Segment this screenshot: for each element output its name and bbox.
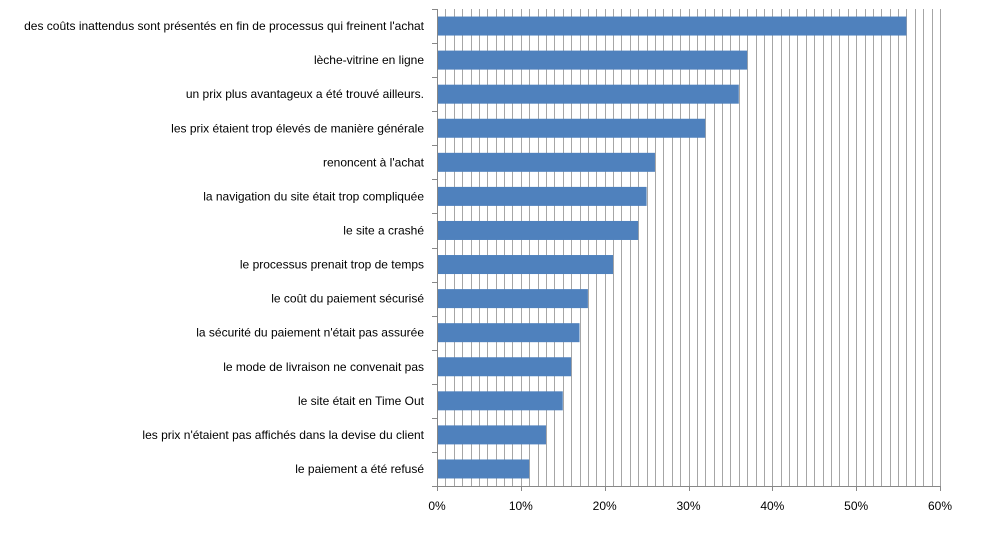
bar-8 xyxy=(437,255,614,275)
bar-1 xyxy=(437,16,907,36)
x-tick-label: 40% xyxy=(760,499,784,513)
category-label: le coût du paiement sécurisé xyxy=(271,292,424,306)
category-label: lèche-vitrine en ligne xyxy=(314,53,424,67)
bar-2 xyxy=(437,50,748,70)
bar-9 xyxy=(437,289,588,309)
bar-11 xyxy=(437,357,572,377)
category-label: la sécurité du paiement n'était pas assu… xyxy=(196,326,424,340)
category-label: un prix plus avantageux a été trouvé ail… xyxy=(186,87,424,101)
gridlines xyxy=(445,9,941,486)
bar-12 xyxy=(437,391,563,411)
x-tick-label: 30% xyxy=(676,499,700,513)
category-label: le site était en Time Out xyxy=(298,394,425,408)
category-label: la navigation du site était trop compliq… xyxy=(203,189,424,203)
x-tick-label: 20% xyxy=(593,499,617,513)
category-label: le mode de livraison ne convenait pas xyxy=(223,360,424,374)
bar-7 xyxy=(437,220,639,240)
category-label: des coûts inattendus sont présentés en f… xyxy=(24,19,425,33)
bar-6 xyxy=(437,186,647,206)
x-tick-label: 0% xyxy=(428,499,446,513)
bar-4 xyxy=(437,118,706,138)
bar-3 xyxy=(437,84,739,104)
category-label: les prix n'étaient pas affichés dans la … xyxy=(142,428,424,442)
x-tick-label: 10% xyxy=(509,499,533,513)
bar-13 xyxy=(437,425,546,445)
x-tick-label: 50% xyxy=(844,499,868,513)
axes xyxy=(432,9,941,491)
category-label: le site a crashé xyxy=(343,223,424,237)
bar-5 xyxy=(437,152,655,172)
category-label: renoncent à l'achat xyxy=(323,155,425,169)
bar-10 xyxy=(437,323,580,343)
category-label: les prix étaient trop élevés de manière … xyxy=(171,121,424,135)
bars xyxy=(437,16,907,479)
bar-14 xyxy=(437,459,530,479)
x-tick-label: 60% xyxy=(928,499,952,513)
x-tick-labels: 0% 10% 20% 30% 40% 50% 60% xyxy=(428,499,952,513)
category-labels: des coûts inattendus sont présentés en f… xyxy=(24,19,425,476)
category-label: le processus prenait trop de temps xyxy=(240,258,424,272)
category-label: le paiement a été refusé xyxy=(295,462,424,476)
